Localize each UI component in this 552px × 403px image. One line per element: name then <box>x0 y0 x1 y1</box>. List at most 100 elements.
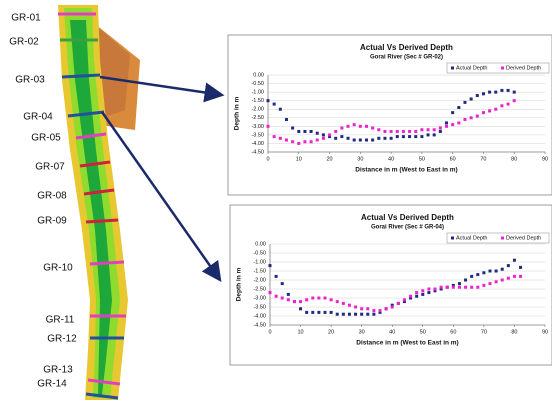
data-point <box>513 259 516 262</box>
data-point <box>281 297 284 300</box>
data-point <box>391 306 394 309</box>
legend-label: Actual Depth <box>456 235 488 241</box>
x-tick-label: 20 <box>328 329 334 335</box>
data-point <box>377 128 380 131</box>
section-label: GR-04 <box>23 112 53 123</box>
data-point <box>476 94 479 97</box>
data-point <box>316 132 319 135</box>
data-point <box>463 118 466 121</box>
data-point <box>390 137 393 140</box>
legend-swatch <box>451 67 454 70</box>
data-point <box>451 111 454 114</box>
data-point <box>269 264 272 267</box>
data-point <box>310 140 313 143</box>
data-point <box>500 104 503 107</box>
legend: Actual DepthDerived Depth <box>447 233 549 243</box>
y-tick-label: -0.50 <box>251 81 264 87</box>
data-point <box>501 268 504 271</box>
section-label: GR-01 <box>11 13 41 24</box>
river-map: GR-01GR-02GR-03GR-04GR-05GR-07GR-08GR-09… <box>0 0 150 403</box>
data-point <box>359 139 362 142</box>
data-point <box>476 286 479 289</box>
legend-swatch <box>501 237 504 240</box>
data-point <box>285 139 288 142</box>
x-tick-label: 60 <box>450 329 456 335</box>
data-point <box>291 140 294 143</box>
data-point <box>397 302 400 305</box>
data-point <box>330 311 333 314</box>
data-point <box>440 286 443 289</box>
data-point <box>445 125 448 128</box>
x-tick-label: 0 <box>268 329 271 335</box>
y-tick-label: -3.00 <box>253 295 266 301</box>
data-point <box>275 295 278 298</box>
section-label: GR-10 <box>43 263 73 274</box>
data-point <box>287 298 290 301</box>
section-label: GR-05 <box>31 133 61 144</box>
data-point <box>415 291 418 294</box>
section-label: GR-03 <box>15 75 45 86</box>
data-point <box>470 275 473 278</box>
data-point <box>420 128 423 131</box>
data-point <box>507 264 510 267</box>
data-point <box>273 135 276 138</box>
section-label: GR-08 <box>37 191 67 202</box>
data-point <box>297 130 300 133</box>
data-point <box>421 293 424 296</box>
data-point <box>385 307 388 310</box>
x-tick-label: 90 <box>542 329 548 335</box>
y-axis-label: Depth in m <box>236 267 243 301</box>
data-point <box>348 304 351 307</box>
data-point <box>433 133 436 136</box>
data-point <box>513 99 516 102</box>
data-point <box>427 128 430 131</box>
data-point <box>365 125 368 128</box>
data-point <box>287 293 290 296</box>
data-point <box>482 271 485 274</box>
data-point <box>446 286 449 289</box>
y-tick-label: -2.50 <box>251 115 264 121</box>
y-tick-label: -3.00 <box>251 124 264 130</box>
data-point <box>507 89 510 92</box>
data-point <box>470 116 473 119</box>
data-point <box>275 275 278 278</box>
data-point <box>402 135 405 138</box>
data-point <box>371 127 374 130</box>
data-point <box>507 103 510 106</box>
data-point <box>445 121 448 124</box>
legend: Actual DepthDerived Depth <box>447 63 549 73</box>
data-point <box>366 313 369 316</box>
data-point <box>408 130 411 133</box>
x-tick-label: 50 <box>419 156 425 162</box>
x-tick-label: 90 <box>542 156 548 162</box>
data-point <box>427 133 430 136</box>
data-point <box>439 127 442 130</box>
section-label: GR-11 <box>46 315 75 326</box>
x-tick-label: 70 <box>480 156 486 162</box>
x-tick-label: 40 <box>388 156 394 162</box>
data-point <box>463 101 466 104</box>
data-point <box>494 91 497 94</box>
y-tick-label: -2.00 <box>253 277 266 283</box>
data-point <box>316 139 319 142</box>
data-point <box>365 139 368 142</box>
data-point <box>408 135 411 138</box>
data-point <box>414 135 417 138</box>
data-point <box>470 97 473 100</box>
data-point <box>348 313 351 316</box>
data-point <box>379 309 382 312</box>
x-tick-label: 60 <box>450 156 456 162</box>
data-point <box>457 121 460 124</box>
data-point <box>291 127 294 130</box>
data-point <box>415 295 418 298</box>
y-tick-label: -4.50 <box>251 149 264 155</box>
y-tick-label: -4.50 <box>253 322 266 328</box>
section-label: GR-14 <box>37 379 67 390</box>
data-point <box>500 89 503 92</box>
data-point <box>482 284 485 287</box>
data-point <box>495 280 498 283</box>
data-point <box>482 111 485 114</box>
x-tick-label: 30 <box>357 156 363 162</box>
data-point <box>279 108 282 111</box>
data-point <box>311 311 314 314</box>
